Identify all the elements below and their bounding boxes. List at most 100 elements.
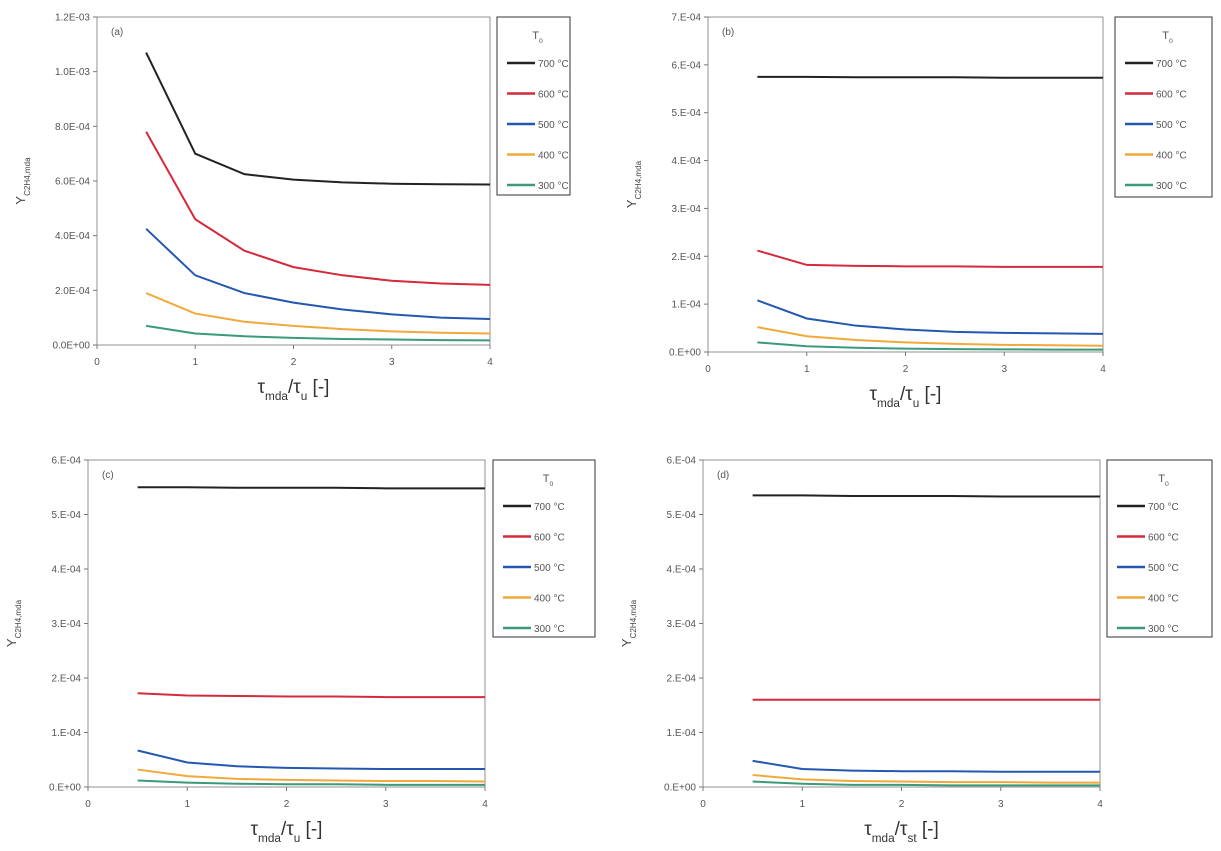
y-tick-label: 6.E-04 — [667, 456, 697, 467]
y-tick-label: 0.E+00 — [669, 348, 701, 359]
panel-label: (c) — [102, 470, 114, 481]
legend-label: 400 °C — [534, 594, 565, 605]
legend-box — [1107, 460, 1212, 637]
x-tick-label: 0 — [94, 357, 100, 368]
y-tick-label: 2.E-04 — [672, 252, 702, 263]
y-tick-label: 4.E-04 — [667, 565, 697, 576]
x-axis-label-part: [-] — [300, 819, 322, 840]
x-axis-label-part: [-] — [307, 377, 329, 398]
x-tick-label: 1 — [799, 799, 805, 810]
x-tick-label: 1 — [804, 364, 810, 375]
x-axis-label-part: /τ — [895, 819, 908, 840]
legend-label: 500 °C — [1156, 120, 1187, 131]
legend-label: 700 °C — [1156, 59, 1187, 70]
series-line — [753, 495, 1100, 496]
legend-label: 700 °C — [538, 59, 569, 70]
y-tick-label: 1.E-04 — [52, 728, 82, 739]
legend-label: 600 °C — [534, 533, 565, 544]
x-axis-label-part: /τ — [900, 384, 913, 405]
x-tick-label: 3 — [1001, 364, 1007, 375]
y-tick-label: 8.0E-04 — [55, 122, 90, 133]
y-tick-label: 2.0E-04 — [55, 286, 90, 297]
legend-box — [1115, 17, 1212, 197]
y-axis-label-part: C2H4,mda — [23, 157, 32, 196]
y-axis-label-part: C2H4,mda — [14, 599, 23, 638]
y-axis-label-part: C2H4,mda — [634, 160, 643, 199]
x-tick-label: 4 — [482, 799, 488, 810]
y-tick-label: 4.E-04 — [52, 565, 82, 576]
panel-label: (a) — [111, 27, 123, 38]
series-line — [757, 77, 1103, 78]
y-tick-label: 1.E-04 — [667, 728, 697, 739]
x-axis-label-part: /τ — [281, 819, 294, 840]
legend-label: 300 °C — [1148, 624, 1179, 635]
legend-box — [493, 460, 595, 637]
legend-label: 400 °C — [1156, 151, 1187, 162]
x-axis-label-part: [-] — [917, 819, 939, 840]
x-tick-label: 1 — [184, 799, 190, 810]
y-tick-label: 4.0E-04 — [55, 231, 90, 242]
x-tick-label: 3 — [383, 799, 389, 810]
y-axis-label-part: Y — [619, 638, 634, 647]
y-tick-label: 6.E-04 — [672, 60, 702, 71]
y-tick-label: 0.0E+00 — [52, 341, 90, 352]
y-tick-label: 4.E-04 — [672, 156, 702, 167]
x-tick-label: 0 — [700, 799, 706, 810]
legend-label: 300 °C — [1156, 181, 1187, 192]
y-tick-label: 1.0E-03 — [55, 67, 90, 78]
y-axis-label-part: Y — [624, 199, 639, 208]
y-axis-label-part: Y — [4, 638, 19, 647]
x-tick-label: 3 — [389, 357, 395, 368]
figure: 0.0E+00 2.0E-04 4.0E-04 6.0E-04 8.0E-04 1.0E-… — [0, 0, 1221, 851]
x-tick-label: 2 — [291, 357, 297, 368]
y-tick-label: 6.E-04 — [52, 456, 82, 467]
x-axis-label-part: [-] — [919, 384, 941, 405]
legend-label: 500 °C — [534, 563, 565, 574]
x-tick-label: 0 — [85, 799, 91, 810]
legend-label: 600 °C — [538, 90, 569, 101]
panel-label: (b) — [722, 27, 734, 38]
x-tick-label: 2 — [903, 364, 909, 375]
legend-label: 400 °C — [538, 151, 569, 162]
y-tick-label: 0.E+00 — [664, 783, 696, 794]
y-tick-label: 0.E+00 — [49, 783, 81, 794]
x-tick-label: 2 — [284, 799, 290, 810]
y-tick-label: 5.E-04 — [667, 510, 697, 521]
legend-label: 700 °C — [1148, 502, 1179, 513]
legend-box — [497, 17, 570, 195]
x-tick-label: 0 — [705, 364, 711, 375]
legend-label: 700 °C — [534, 502, 565, 513]
y-tick-label: 5.E-04 — [672, 108, 702, 119]
x-axis-label-part: mda — [877, 397, 900, 410]
y-tick-label: 3.E-04 — [667, 619, 697, 630]
x-tick-label: 1 — [192, 357, 198, 368]
y-axis-label-part: Y — [13, 196, 28, 205]
legend-label: 600 °C — [1156, 90, 1187, 101]
x-tick-label: 2 — [899, 799, 905, 810]
series-line — [138, 487, 485, 488]
legend-title-part: 0 — [539, 38, 543, 45]
x-axis-label-part: /τ — [288, 377, 301, 398]
y-tick-label: 3.E-04 — [52, 619, 82, 630]
legend-label: 600 °C — [1148, 533, 1179, 544]
y-axis-label-part: C2H4,mda — [629, 599, 638, 638]
y-tick-label: 5.E-04 — [52, 510, 82, 521]
legend-title-part: 0 — [1165, 481, 1169, 488]
x-tick-label: 3 — [998, 799, 1004, 810]
panel-label: (d) — [717, 470, 729, 481]
legend-label: 500 °C — [538, 120, 569, 131]
y-tick-label: 1.E-04 — [672, 300, 702, 311]
y-tick-label: 6.0E-04 — [55, 177, 90, 188]
x-tick-label: 4 — [1097, 799, 1103, 810]
x-axis-label-part: mda — [265, 390, 288, 403]
y-tick-label: 2.E-04 — [52, 674, 82, 685]
y-tick-label: 7.E-04 — [672, 13, 702, 24]
legend-label: 500 °C — [1148, 563, 1179, 574]
x-axis-label-part: mda — [872, 832, 895, 845]
legend-label: 400 °C — [1148, 594, 1179, 605]
y-tick-label: 1.2E-03 — [55, 13, 90, 24]
legend-label: 300 °C — [534, 624, 565, 635]
legend-title-part: 0 — [549, 481, 553, 488]
y-tick-label: 2.E-04 — [667, 674, 697, 685]
x-tick-label: 4 — [487, 357, 493, 368]
